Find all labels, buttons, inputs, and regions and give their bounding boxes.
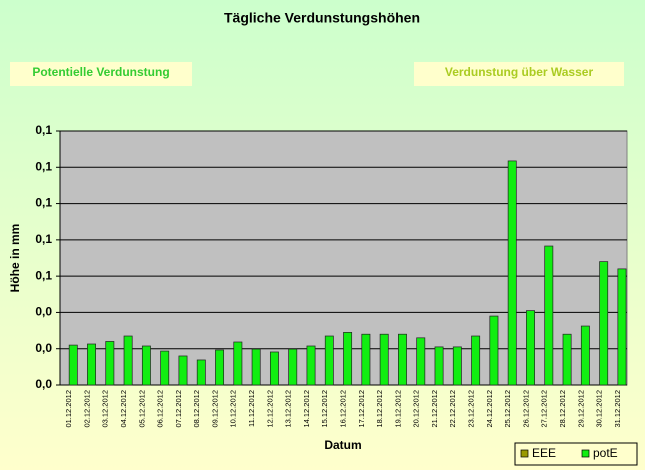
bar [452, 346, 462, 386]
bar [562, 333, 572, 386]
y-tick-label: 0,1 [35, 232, 52, 246]
y-tick-label: 0,1 [35, 268, 52, 282]
x-tick-label: 01.12.2012 [64, 390, 73, 428]
bar [526, 310, 535, 386]
bar [599, 261, 609, 386]
x-tick-label: 20.12.2012 [412, 390, 421, 428]
y-tick-label: 0,0 [35, 377, 52, 391]
x-tick-label: 03.12.2012 [101, 390, 110, 428]
bar [233, 341, 243, 386]
bar [141, 345, 151, 386]
x-tick-label: 25.12.2012 [503, 390, 512, 428]
bar [68, 344, 78, 386]
x-tick-label: 06.12.2012 [156, 390, 165, 428]
bar [416, 337, 426, 386]
bar [361, 333, 371, 386]
x-tick-label: 10.12.2012 [229, 390, 238, 428]
x-tick-label: 09.12.2012 [210, 390, 219, 428]
x-tick-label: 24.12.2012 [485, 390, 494, 428]
bar [160, 350, 170, 386]
bar [471, 335, 481, 386]
legend-box [514, 442, 638, 466]
x-tick-label: 30.12.2012 [595, 390, 604, 428]
bar [105, 341, 115, 386]
x-tick-label: 14.12.2012 [302, 390, 311, 428]
bar [87, 343, 96, 386]
chart-title: Tägliche Verdunstungshöhen [224, 10, 420, 26]
x-axis-label: Datum [324, 438, 361, 452]
x-tick-label: 07.12.2012 [174, 390, 183, 428]
x-tick-label: 26.12.2012 [521, 390, 530, 428]
x-tick-label: 12.12.2012 [265, 390, 274, 428]
legend-label: EEE [532, 446, 556, 460]
x-tick-label: 21.12.2012 [430, 390, 439, 428]
x-tick-label: 28.12.2012 [558, 390, 567, 428]
x-tick-label: 27.12.2012 [540, 390, 549, 428]
x-tick-label: 29.12.2012 [576, 390, 585, 428]
x-tick-label: 11.12.2012 [247, 390, 256, 427]
bar [580, 325, 590, 386]
bar [343, 332, 353, 386]
x-tick-label: 18.12.2012 [375, 390, 384, 428]
x-tick-label: 22.12.2012 [448, 390, 457, 428]
bar [434, 346, 444, 386]
annotation-box [10, 62, 192, 86]
legend-swatch [581, 449, 590, 458]
x-tick-label: 31.12.2012 [613, 390, 622, 428]
x-tick-label: 23.12.2012 [467, 390, 476, 428]
legend-label: potE [593, 446, 618, 460]
bar [324, 335, 334, 386]
y-tick-label: 0,0 [35, 341, 52, 355]
x-tick-label: 13.12.2012 [284, 390, 293, 428]
y-axis-label: Höhe in mm [8, 224, 22, 293]
annotation: Verdunstung über Wasser [445, 65, 594, 79]
x-tick-label: 05.12.2012 [137, 390, 146, 428]
x-tick-label: 02.12.2012 [82, 390, 91, 428]
bar [123, 335, 133, 386]
bar [178, 355, 188, 386]
bar [617, 268, 627, 386]
bar [489, 315, 499, 386]
bar [251, 348, 261, 386]
bar [544, 245, 554, 386]
x-tick-label: 19.12.2012 [393, 390, 402, 428]
y-tick-label: 0,1 [35, 159, 52, 173]
x-tick-label: 08.12.2012 [192, 390, 201, 428]
bar [269, 351, 279, 386]
legend-swatch [520, 449, 529, 458]
bar [507, 160, 517, 386]
x-tick-label: 17.12.2012 [357, 390, 366, 428]
y-tick-label: 0,0 [35, 305, 52, 319]
y-tick-label: 0,1 [35, 196, 52, 210]
x-tick-label: 15.12.2012 [320, 390, 329, 428]
annotation-box [414, 62, 624, 86]
bar [306, 345, 316, 386]
y-tick-label: 0,1 [35, 123, 52, 137]
bar [288, 348, 298, 386]
x-tick-label: 04.12.2012 [119, 390, 128, 428]
bar [196, 359, 206, 386]
annotation: Potentielle Verdunstung [32, 65, 169, 79]
bar [379, 333, 389, 386]
bar [398, 333, 407, 386]
x-tick-label: 16.12.2012 [338, 390, 347, 428]
bar [215, 349, 225, 386]
